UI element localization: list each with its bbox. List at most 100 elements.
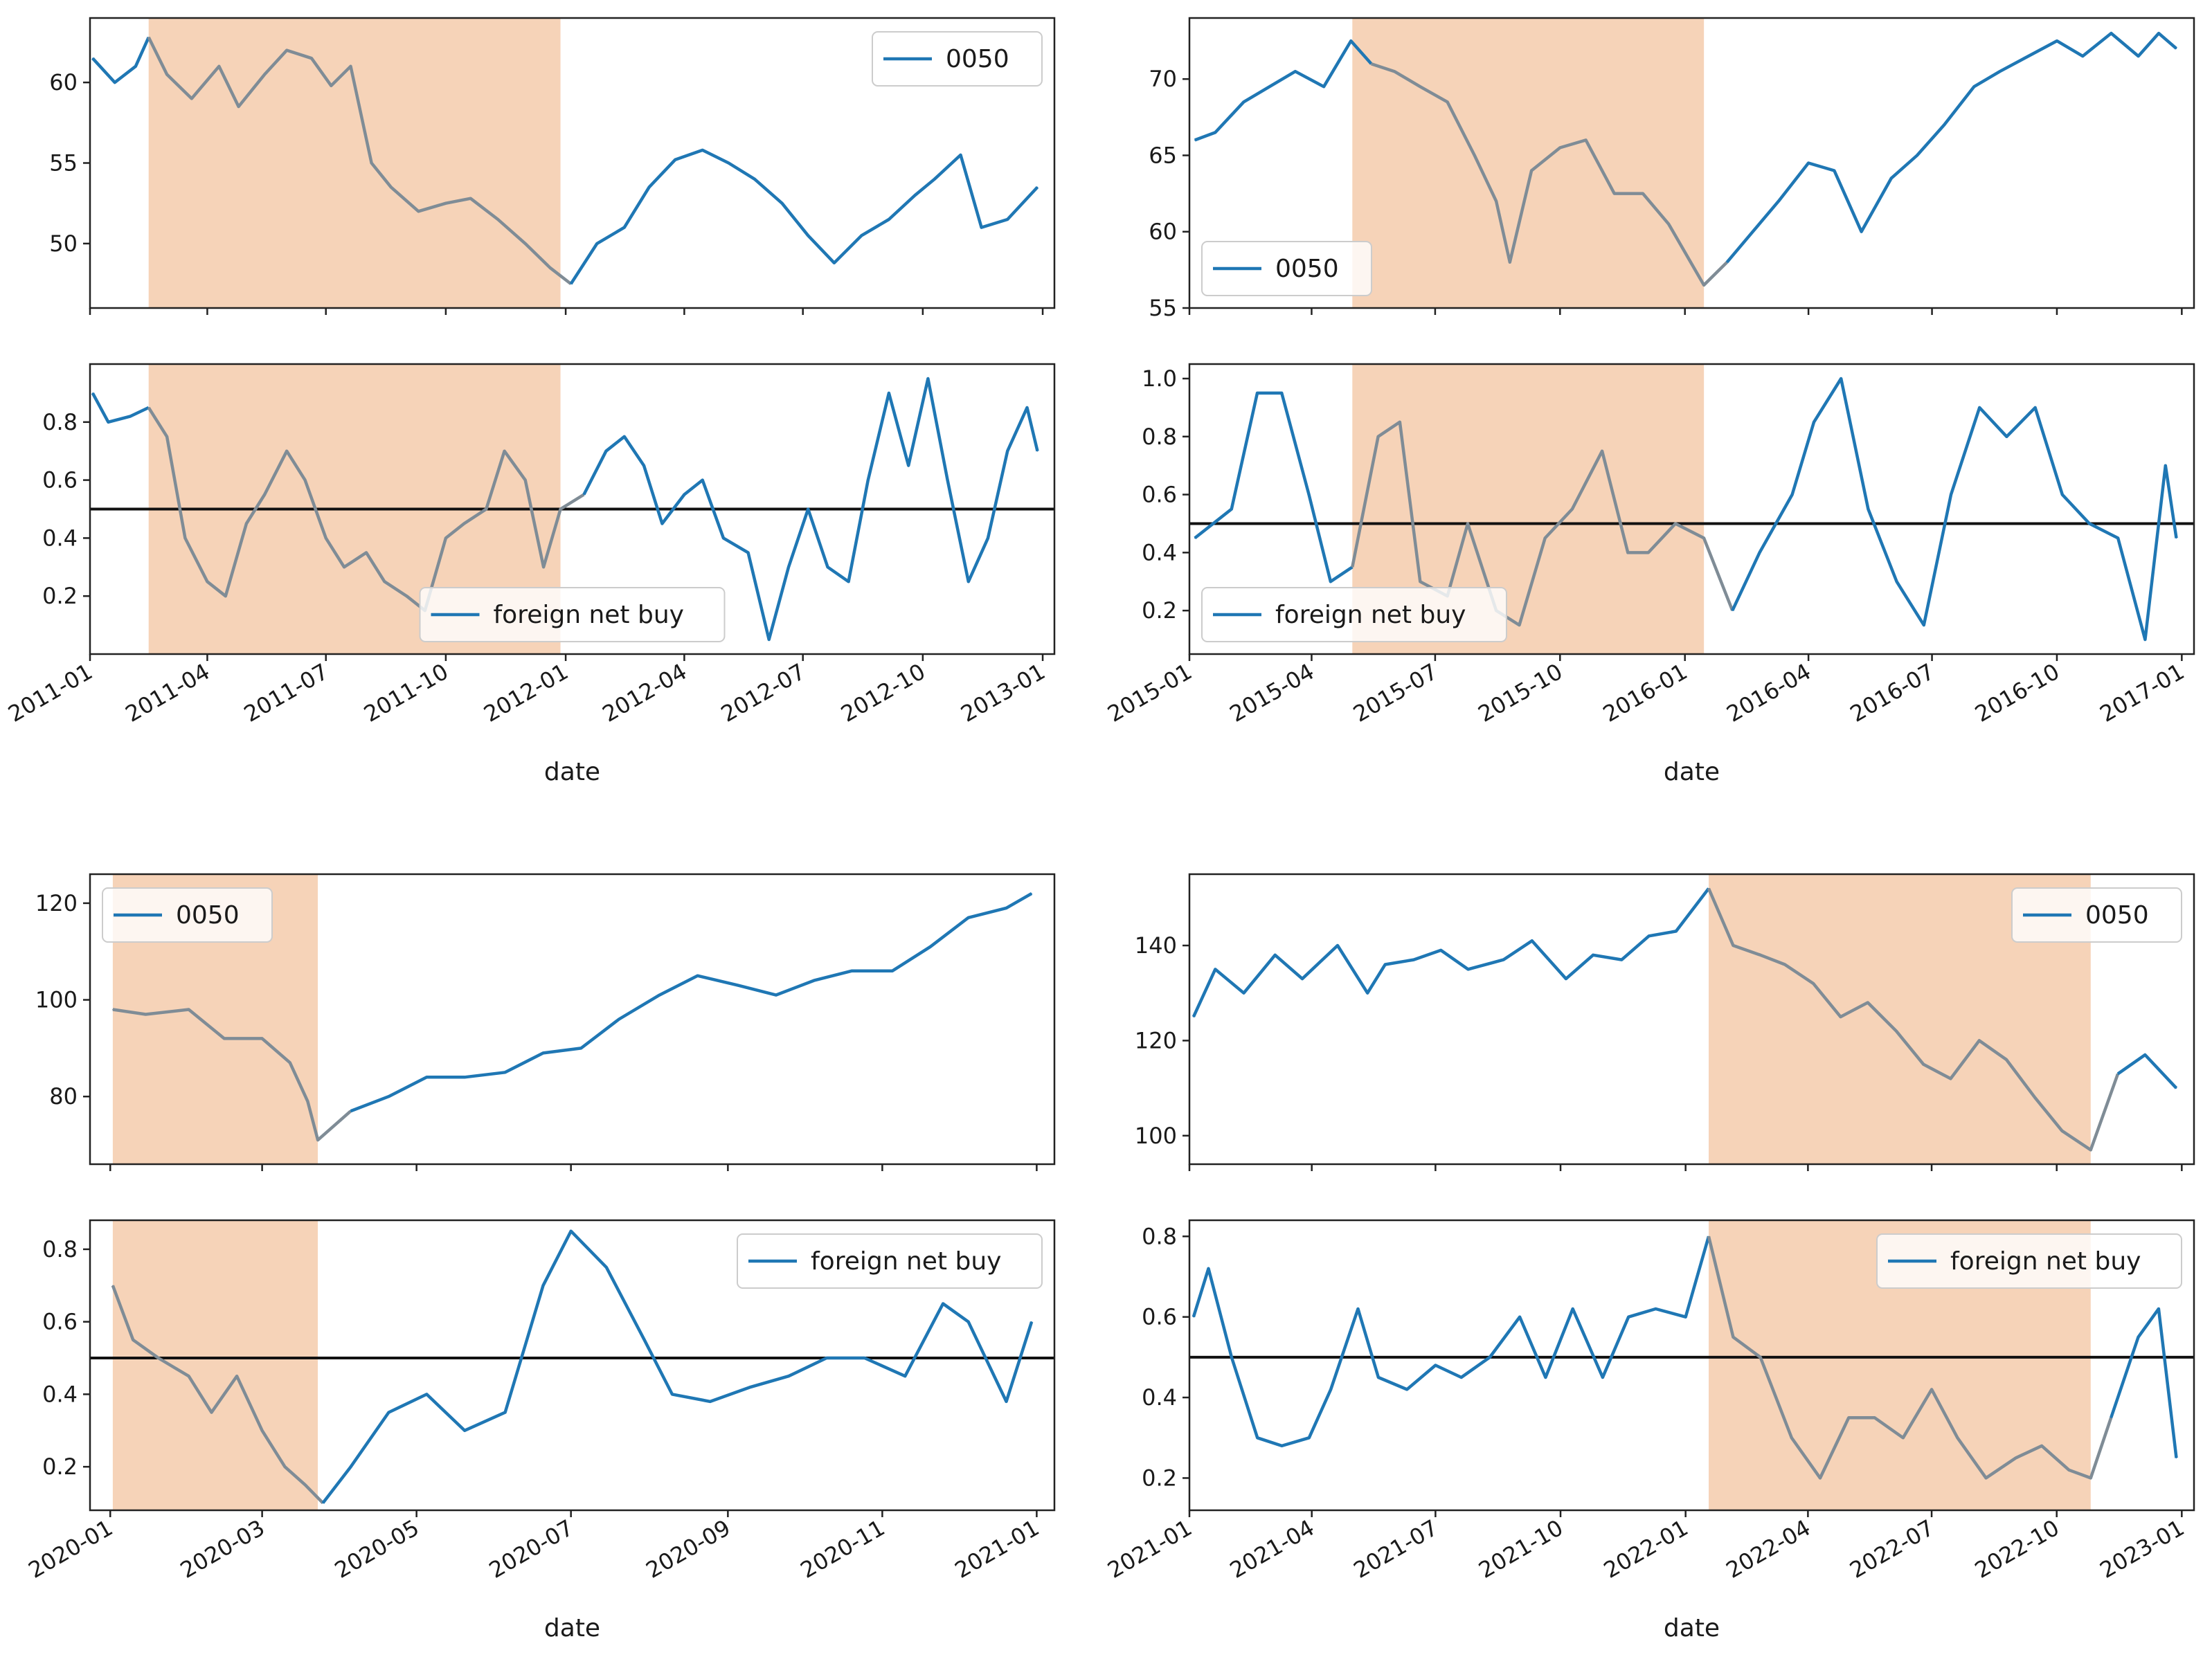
price-data-point: [2144, 1054, 2146, 1056]
flow-data-point: [1357, 1308, 1359, 1310]
flow-data-point: [1489, 1357, 1491, 1358]
price-data-point: [237, 106, 240, 107]
flow-data-point: [1572, 1308, 1574, 1310]
price-data-point: [218, 66, 220, 67]
price-data-point: [1384, 963, 1386, 966]
panel-3-flow: 0.2 0.4 0.6 0.8 2021-01 2021-04 2021-07 2021-10…: [1103, 1219, 2195, 1642]
flow-data-point: [543, 566, 544, 568]
flow-data-point: [325, 537, 327, 539]
legend-box: [419, 587, 726, 642]
flow-data-point: [1544, 537, 1546, 539]
x-axis-label: date: [1664, 1614, 1720, 1642]
legend-box: [1201, 241, 1372, 296]
price-data-point: [980, 226, 982, 228]
flow-data-point: [224, 595, 226, 597]
flow-data-point: [1759, 1357, 1761, 1358]
price-data-point: [1759, 954, 1761, 956]
panel-1-price: 55 60 65 70 0050: [1149, 17, 2195, 321]
price-data-point: [596, 243, 598, 244]
price-data-point: [1675, 930, 1677, 932]
x-tick-label: 2020-09: [642, 1514, 735, 1584]
price-data-point: [135, 66, 136, 67]
x-axis-label: date: [544, 1614, 600, 1642]
price-data-point: [1752, 230, 1754, 233]
y-tick-label: 0.2: [42, 1454, 78, 1480]
price-data-point: [1274, 954, 1276, 956]
flow-data-point: [1819, 1477, 1821, 1479]
y-tick-label: 0.2: [1142, 597, 1177, 624]
price-data-point: [1867, 1002, 1869, 1004]
x-tick-label: 2016-10: [1970, 658, 2064, 727]
price-data-point: [754, 178, 755, 180]
legend-box: [1876, 1233, 2182, 1289]
price-data-point: [264, 73, 266, 75]
y-tick-label: 1.0: [1142, 365, 1177, 392]
price-data-point: [1005, 907, 1007, 909]
price-data-point: [1778, 200, 1779, 202]
flow-legend: foreign net buy: [419, 587, 726, 642]
legend-label: 0050: [176, 901, 240, 930]
flow-data-point: [788, 1375, 789, 1377]
flow-series-line-segment-0: [91, 392, 150, 424]
y-tick-label: 140: [1135, 932, 1177, 959]
flow-data-point: [542, 1285, 544, 1287]
price-data-point: [1896, 1030, 1897, 1032]
legend-label: 0050: [1275, 255, 1339, 283]
flow-data-point: [2062, 494, 2063, 496]
flow-data-point: [445, 537, 447, 539]
flow-data-point: [1377, 435, 1379, 437]
y-tick-label: 60: [1149, 219, 1177, 245]
flow-data-point: [1419, 581, 1421, 583]
price-data-point: [114, 82, 116, 83]
flow-series-line-segment-1: [1351, 420, 1734, 627]
flow-data-point: [1257, 1437, 1258, 1439]
flow-data-point: [1950, 494, 1952, 496]
flow-series-line-segment-2: [582, 377, 1039, 642]
price-data-point: [960, 154, 962, 156]
flow-data-point: [1257, 392, 1258, 394]
price-data-point: [1613, 192, 1615, 194]
flow-data-point: [322, 1502, 324, 1504]
flow-series-line-segment-1: [1707, 1235, 2113, 1480]
flow-data-point: [2089, 523, 2090, 525]
price-data-point: [1031, 893, 1032, 894]
price-data-point: [1648, 935, 1650, 937]
x-tick-label: 2022-04: [1722, 1514, 1815, 1584]
price-legend: 0050: [1201, 241, 1372, 296]
plot-frame: [1188, 1219, 2195, 1512]
flow-data-point: [284, 1466, 286, 1467]
flow-data-point: [1031, 1321, 1032, 1323]
flow-data-point: [1684, 1316, 1687, 1318]
price-data-point: [701, 150, 703, 151]
price-data-point: [504, 1071, 506, 1074]
price-data-point: [317, 1139, 318, 1141]
price-data-point: [1732, 945, 1734, 946]
flow-data-point: [184, 537, 186, 539]
flow-data-point: [1896, 581, 1898, 583]
flow-data-point: [1873, 1417, 1876, 1418]
flow-data-point: [129, 415, 132, 417]
price-data-point: [289, 1062, 291, 1064]
flow-data-point: [2089, 1477, 2092, 1479]
x-tick-label: 2015-01: [1103, 658, 1196, 727]
x-tick-label: 2021-04: [1225, 1514, 1319, 1584]
price-data-point: [426, 1076, 428, 1078]
flow-data-point: [942, 1303, 944, 1305]
flow-data-point: [2068, 1469, 2070, 1471]
price-data-point: [618, 1018, 620, 1020]
flow-data-point: [2110, 1417, 2112, 1418]
x-tick-label: 2022-01: [1599, 1514, 1693, 1584]
price-data-point: [648, 186, 650, 188]
legend-box: [1201, 587, 1507, 642]
price-data-point: [930, 945, 931, 948]
price-data-point: [892, 970, 893, 972]
price-data-point: [524, 243, 526, 244]
price-data-point: [1978, 1040, 1980, 1042]
x-tick-label: 2015-07: [1349, 658, 1442, 727]
price-data-point: [1419, 86, 1421, 88]
price-data-point: [145, 1013, 147, 1015]
price-data-point: [464, 1076, 465, 1078]
price-data-point: [388, 1096, 390, 1098]
plot-frame: [89, 873, 1056, 1166]
y-tick-label: 0.2: [42, 583, 78, 609]
